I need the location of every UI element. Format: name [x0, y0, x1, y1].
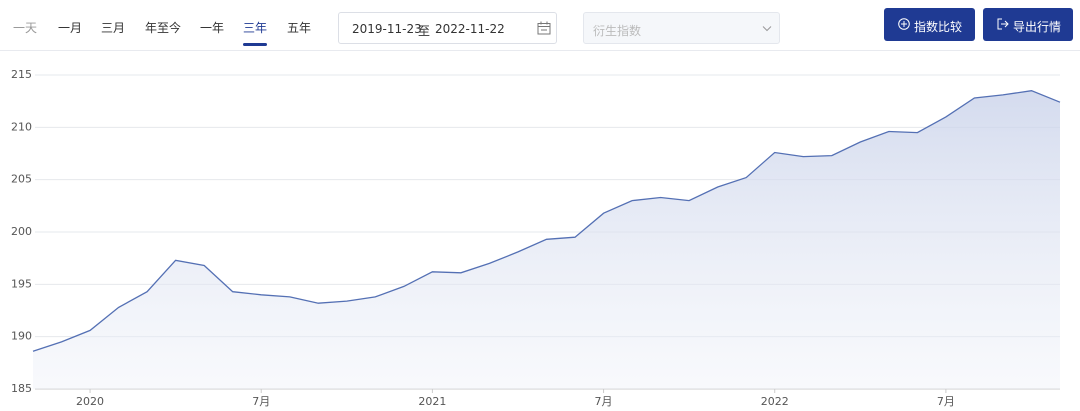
- x-tick-label: 7月: [252, 395, 270, 408]
- y-tick-label: 215: [11, 68, 32, 81]
- button-label: 导出行情: [1013, 20, 1062, 34]
- button-label: 指数比较: [914, 20, 963, 34]
- range-tab[interactable]: 五年: [287, 21, 312, 35]
- range-tab[interactable]: 一月: [58, 21, 83, 35]
- y-tick-label: 185: [11, 382, 32, 395]
- range-tab[interactable]: 一天: [13, 21, 38, 35]
- date-separator: 至: [418, 24, 431, 38]
- export-icon: [997, 18, 1009, 30]
- y-tick-label: 210: [11, 120, 32, 133]
- compare-button[interactable]: 指数比较: [884, 8, 975, 41]
- toolbar: 2019-11-23 至 2022-11-22 衍生指数 指数比较 导出行情 一…: [0, 0, 1080, 51]
- chart: 185 190 195 200 205 210 215 2020 7月 2021 7月 2022 7月: [11, 68, 1061, 408]
- range-tab[interactable]: 年至今: [145, 21, 182, 35]
- plus-icon: [898, 18, 910, 30]
- index-select[interactable]: 衍生指数: [583, 12, 780, 44]
- line: [32, 90, 1061, 352]
- y-tick-label: 200: [11, 225, 32, 238]
- date-end: 2022-11-22: [435, 22, 505, 36]
- x-tick-label: 2020: [76, 395, 104, 408]
- calendar-icon: [537, 21, 551, 35]
- y-tick-label: 190: [11, 330, 32, 343]
- x-tick-label: 7月: [937, 395, 955, 408]
- export-button[interactable]: 导出行情: [983, 8, 1073, 41]
- range-tab[interactable]: 一年: [200, 21, 225, 35]
- date-range[interactable]: 2019-11-23 至 2022-11-22: [338, 12, 557, 44]
- chevron-icon: [762, 26, 772, 32]
- x-tick-label: 7月: [595, 395, 613, 408]
- x-tick-label: 2022: [761, 395, 789, 408]
- range-tab[interactable]: 三年: [243, 21, 268, 46]
- date-start: 2019-11-23: [352, 22, 422, 36]
- y-tick-label: 195: [11, 277, 32, 290]
- x-tick-label: 2021: [418, 395, 446, 408]
- y-tick-label: 205: [11, 173, 32, 186]
- range-tab[interactable]: 三月: [101, 21, 126, 35]
- select-placeholder: 衍生指数: [593, 24, 642, 38]
